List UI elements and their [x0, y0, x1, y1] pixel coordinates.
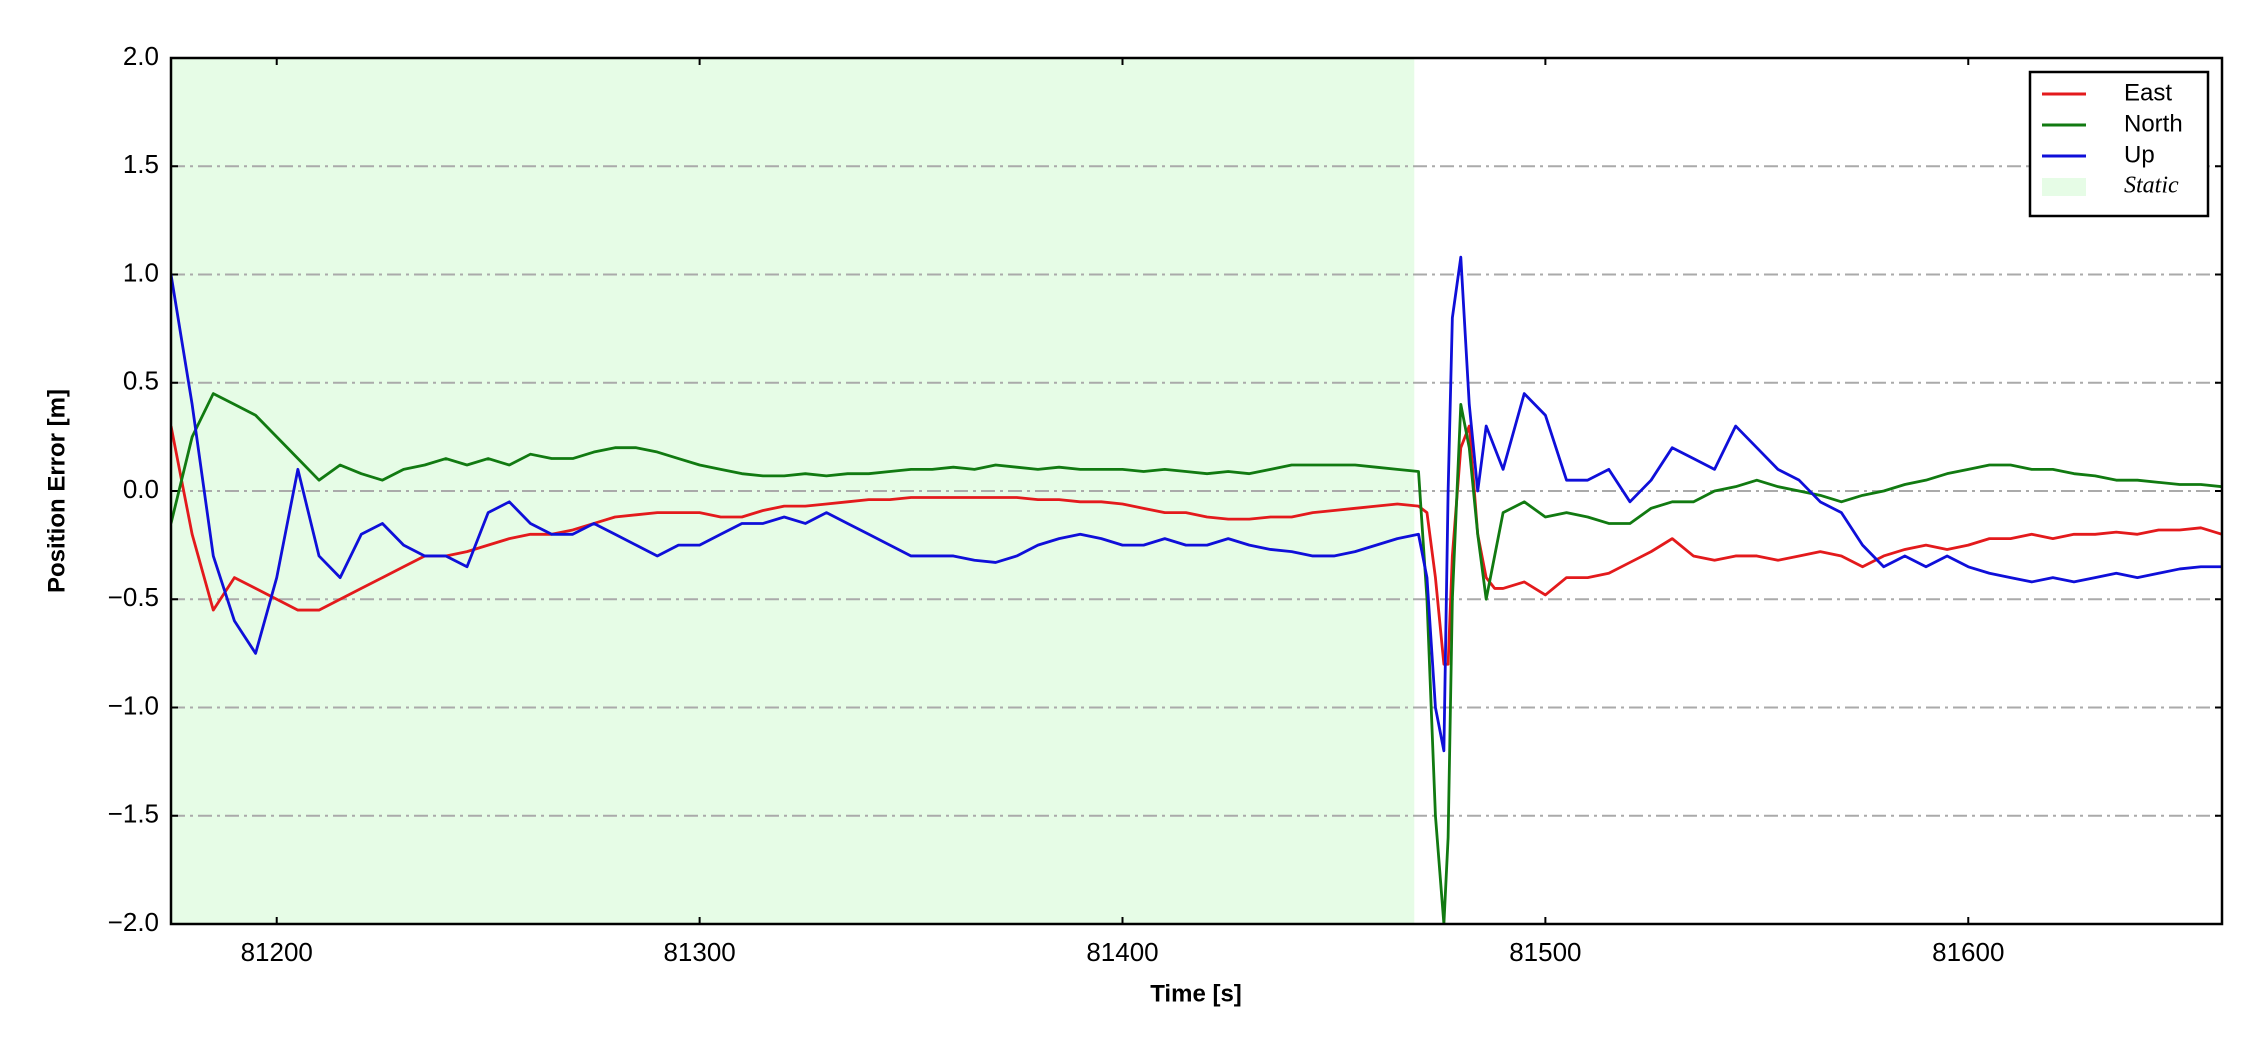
plot-lines — [171, 255, 2222, 924]
series-line — [171, 255, 2222, 753]
legend-label: North — [2124, 110, 2183, 137]
series-line — [171, 392, 2222, 924]
plot-frame — [169, 56, 2224, 926]
legend-label: Static — [2124, 173, 2179, 199]
x-tick-label: 81200 — [241, 937, 313, 967]
y-tick-label: 0.5 — [123, 366, 159, 396]
y-axis-label: Position Error [m] — [43, 389, 70, 593]
y-tick-label: −1.5 — [108, 799, 159, 829]
x-tick-label: 81400 — [1086, 937, 1158, 967]
y-tick-label: −1.0 — [108, 690, 159, 720]
y-tick-label: −0.5 — [108, 582, 159, 612]
legend-label: Up — [2124, 141, 2155, 168]
y-tick-label: −2.0 — [108, 907, 159, 937]
x-tick-label: 81300 — [663, 937, 735, 967]
legend-label: East — [2124, 79, 2172, 106]
series-line — [171, 424, 2222, 666]
y-tick-label: 0.0 — [123, 474, 159, 504]
x-tick-label: 81500 — [1509, 937, 1581, 967]
y-tick-label: 1.5 — [123, 149, 159, 179]
y-tick-label: 2.0 — [123, 41, 159, 71]
x-axis-label: Time [s] — [1150, 980, 1242, 1007]
y-tick-label: 1.0 — [123, 257, 159, 287]
x-tick-label: 81600 — [1932, 937, 2004, 967]
legend-swatch — [2042, 178, 2086, 196]
